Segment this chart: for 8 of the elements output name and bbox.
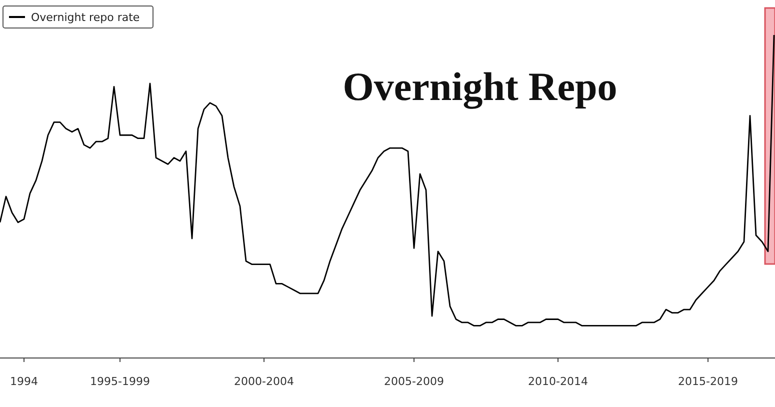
x-tick-label: 1994 [10,375,38,388]
x-tick-label: 2010-2014 [528,375,588,388]
legend-label: Overnight repo rate [31,11,140,24]
x-tick-label: 1995-1999 [90,375,150,388]
x-tick-label: 2005-2009 [384,375,444,388]
x-tick-label: 2015-2019 [678,375,738,388]
text: Overnight Repo [342,64,618,109]
x-tick-label: 2000-2004 [234,375,294,388]
